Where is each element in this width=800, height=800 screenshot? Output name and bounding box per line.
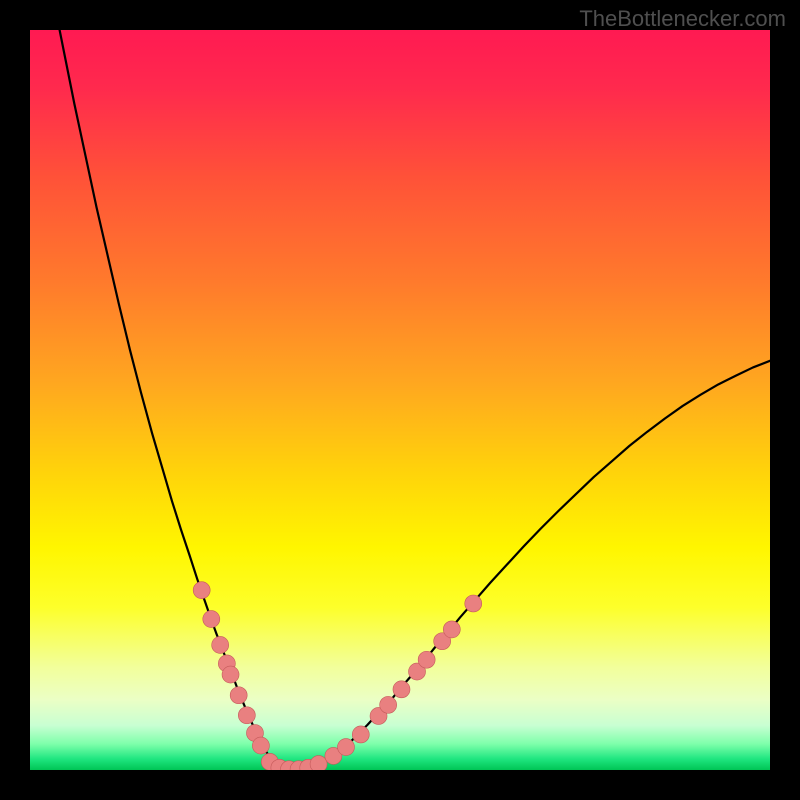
data-marker — [337, 739, 354, 756]
data-marker — [212, 636, 229, 653]
data-marker — [380, 696, 397, 713]
data-marker — [352, 726, 369, 743]
gradient-background — [30, 30, 770, 770]
data-marker — [238, 707, 255, 724]
data-marker — [443, 621, 460, 638]
data-marker — [230, 687, 247, 704]
data-marker — [418, 651, 435, 668]
data-marker — [465, 595, 482, 612]
data-marker — [222, 666, 239, 683]
data-marker — [193, 582, 210, 599]
watermark-text: TheBottlenecker.com — [579, 6, 786, 32]
data-marker — [252, 737, 269, 754]
data-marker — [203, 611, 220, 628]
chart-frame: TheBottlenecker.com — [0, 0, 800, 800]
plot-area — [30, 30, 770, 770]
data-marker — [310, 756, 327, 770]
plot-svg — [30, 30, 770, 770]
data-marker — [393, 681, 410, 698]
